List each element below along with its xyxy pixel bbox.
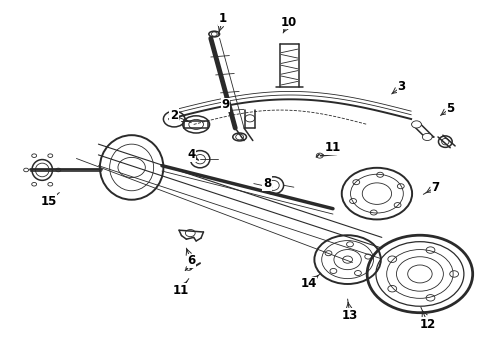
- Circle shape: [412, 121, 421, 128]
- Text: 6: 6: [187, 254, 196, 267]
- Text: 13: 13: [342, 309, 358, 322]
- Text: 5: 5: [446, 102, 454, 115]
- Text: 1: 1: [219, 12, 227, 25]
- Text: 15: 15: [40, 195, 57, 208]
- Circle shape: [422, 134, 432, 140]
- Text: 4: 4: [187, 148, 196, 161]
- Text: 2: 2: [170, 109, 178, 122]
- Text: 7: 7: [432, 181, 440, 194]
- Text: 10: 10: [281, 16, 297, 29]
- Text: 12: 12: [420, 318, 437, 331]
- Text: 9: 9: [221, 98, 230, 111]
- Text: 11: 11: [325, 141, 341, 154]
- Text: 11: 11: [172, 284, 189, 297]
- Text: 8: 8: [263, 177, 271, 190]
- Text: 3: 3: [397, 80, 405, 93]
- Text: 14: 14: [300, 278, 317, 291]
